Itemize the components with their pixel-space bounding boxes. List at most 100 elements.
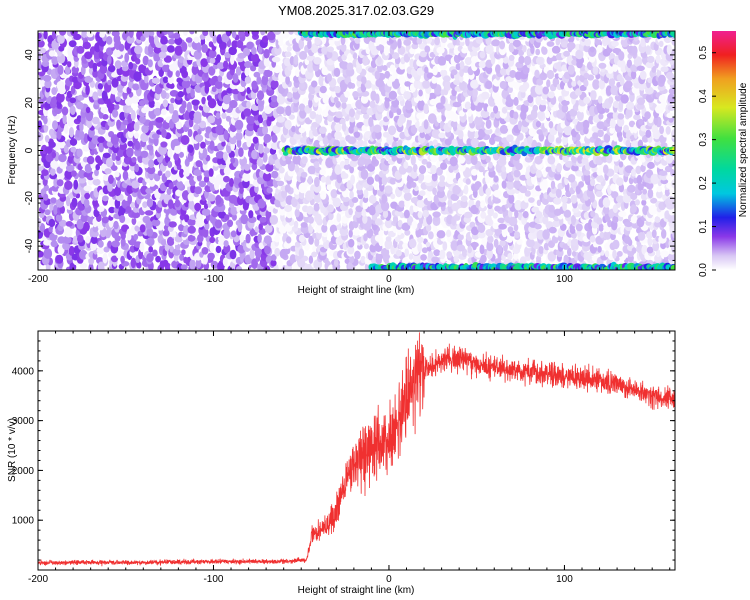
heatmap-cell-921 [168,221,177,228]
heatmap-cell-2609 [410,181,417,188]
heatmap-cell-1045 [181,79,191,89]
heatmap-cell-2417 [381,175,388,186]
heatmap-cell-270 [76,115,82,122]
heatmap-cell-4060 [623,124,629,133]
heatmap-cell-41 [38,59,42,70]
heatmap-cell-1483 [242,47,251,57]
heatmap-cell-2452 [390,245,395,255]
heatmap-cell-815 [149,31,155,37]
heatmap-cell-2098 [333,96,339,103]
heatmap-cell-640 [126,184,134,195]
heatmap-cell-119 [51,151,57,158]
heatmap-cell-4354 [658,94,666,103]
heatmap-cell-1206 [209,236,216,244]
heatmap-cell-166 [58,153,67,163]
heatmap-cell-4251 [645,129,652,138]
heatmap-cell-2501 [398,240,404,250]
heatmap-cell-2411 [382,209,389,219]
heatmap-cell-1301 [223,240,229,247]
heatmap-cell-2804 [440,162,448,170]
heatmap-cell-3989 [612,239,620,250]
heatmap-cell-4148 [635,165,642,175]
heatmap-cell-1759 [285,105,292,117]
heatmap-cell-2803 [436,166,443,176]
heatmap-cell-161 [56,179,64,187]
heatmap-cell-1326 [225,115,231,122]
heatmap-cell-3909 [595,156,604,166]
heatmap-cell-358 [86,155,95,165]
heatmap-cell-1858 [302,97,309,104]
heatmap-cell-190 [57,34,65,44]
heatmap-cell-3770 [575,133,581,141]
heatmap-cell-2614 [410,155,416,166]
heatmap-cell-1818 [293,54,299,65]
heatmap-cell-3464 [534,223,542,230]
heatmap-cell-2934 [457,233,464,241]
heatmap-cell-3813 [581,157,589,165]
heatmap-cell-1508 [251,163,258,171]
heatmap-cell-4339 [659,170,668,176]
heatmap-cell-3801 [588,219,593,230]
heatmap-cell-3875 [590,89,597,101]
heatmap-cell-113 [53,177,59,188]
heatmap-cell-2396 [376,44,385,51]
heatmap-cell-1069 [188,200,195,210]
heatmap-cell-1240 [212,63,219,70]
heatmap-cell-74 [44,135,50,143]
heatmap-cell-154 [55,214,63,222]
heatmap-cell-346 [87,214,94,225]
heatmap-cell-1121 [198,180,207,188]
heatmap-cell-1635 [274,247,281,257]
heatmap-cell-3319 [513,231,521,239]
heatmap-cell-153 [58,219,67,227]
heatmap-cell-2987 [463,211,473,219]
heatmap-cell-3681 [561,99,570,106]
heatmap-cell-771 [152,249,158,257]
heatmap-cell-4035 [616,250,623,257]
heatmap-cell-1852 [298,127,306,134]
heatmap-cell-42 [38,51,42,61]
heatmap-cell-2725 [422,80,431,89]
heatmap-cell-95 [43,31,48,40]
heatmap-cell-656 [126,107,133,113]
heatmap-cell-2004 [319,85,327,94]
heatmap-cell-3918 [598,113,604,120]
heatmap-cell-1666 [270,95,278,103]
heatmap-cell-1041 [181,100,187,109]
heatmap-cell-219 [69,127,74,138]
heatmap-cell-4074 [618,51,625,61]
heatmap-cell-2293 [364,80,373,89]
heatmap-cell-4117 [624,80,633,89]
heatmap-cell-3851 [590,210,596,218]
heatmap-cell-1398 [239,234,245,243]
heatmap-cell-4216 [636,65,645,72]
heatmap-cell-3054 [474,115,483,126]
heatmap-cell-3261 [499,40,506,50]
heatmap-cell-2211 [354,250,361,260]
heatmap-cell-2782 [434,36,440,46]
heatmap-cell-3915 [597,129,604,138]
heatmap-cell-4111 [625,107,633,119]
heatmap-cell-1600 [266,187,273,194]
heatmap-cell-3897 [596,217,603,225]
heatmap-cell-2349 [368,40,375,51]
heatmap-cell-1966 [314,36,322,45]
heatmap-cell-3083 [480,211,487,219]
heatmap-cell-3105 [477,101,486,108]
heatmap-cell-4089 [624,221,633,228]
heatmap-cell-1418 [235,131,243,141]
heatmap-cell-3066 [471,56,478,64]
heatmap-cell-4006 [612,154,620,162]
heatmap-cell-1439 [238,31,245,38]
heatmap-cell-773 [146,237,155,247]
heatmap-cell-45 [38,39,45,48]
heatmap-cell-3779 [574,88,583,96]
heatmap-cell-1697 [276,180,285,187]
heatmap-cell-51 [43,248,53,259]
heatmap-cell-1882 [308,216,314,224]
heatmap-cell-2266 [362,214,368,224]
heatmap-cell-278 [71,76,79,84]
heatmap-cell-2565 [403,161,409,169]
heatmap-cell-1828 [304,243,310,251]
heatmap-cell-4189 [641,199,647,206]
